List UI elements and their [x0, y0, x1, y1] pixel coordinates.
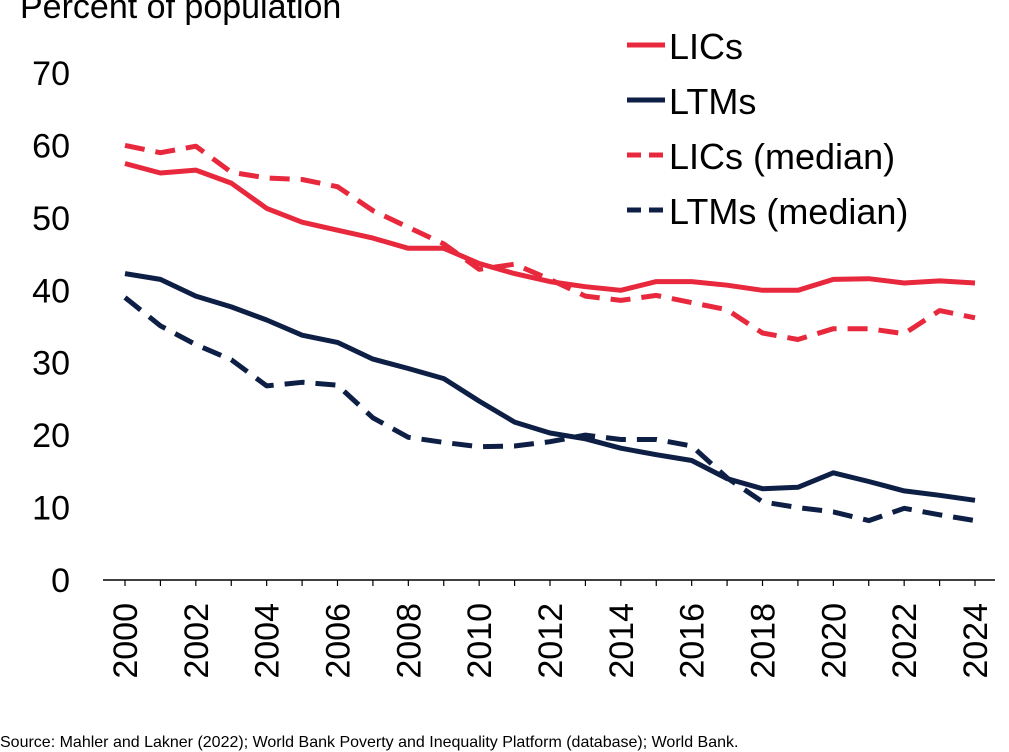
- legend-label-lics-median: LICs (median): [669, 136, 896, 177]
- legend-label-ltms: LTMs: [669, 81, 757, 122]
- series-lines: [123, 142, 976, 524]
- series-lics-line: [124, 161, 976, 293]
- x-tick-label: 2024: [957, 603, 995, 679]
- y-tick-label: 50: [32, 200, 70, 238]
- legend-label-lics: LICs: [669, 26, 744, 67]
- legend-swatch-lics: [627, 42, 665, 48]
- legend-label-ltms-median: LTMs (median): [669, 191, 909, 232]
- y-tick-label: 0: [51, 562, 70, 600]
- x-tick-label: 2000: [107, 603, 145, 679]
- legend-swatch-lics-median: [627, 152, 665, 158]
- y-tick-label: 60: [32, 127, 70, 165]
- x-tick-label: 2022: [886, 603, 924, 679]
- x-tick-label: 2018: [745, 603, 783, 679]
- x-axis: 2000 2002 2004 2006 2008 2010 2012 2014 2016 2018…: [107, 580, 995, 679]
- legend-swatch-ltms: [627, 97, 665, 103]
- x-tick-label: 2020: [815, 603, 853, 679]
- y-tick-label: 10: [32, 490, 70, 528]
- series-ltms-line: [124, 271, 976, 503]
- x-tick-label: 2012: [532, 603, 570, 679]
- y-axis: 0 10 20 30 40 50 60 70: [32, 55, 70, 600]
- legend-swatch-ltms-median: [627, 207, 665, 213]
- x-tick-label: 2004: [249, 603, 287, 679]
- series-lics-median-line: [124, 142, 976, 342]
- x-tick-label: 2006: [320, 603, 358, 679]
- x-tick-label: 2008: [390, 603, 428, 679]
- source-note: Source: Mahler and Lakner (2022); World …: [0, 734, 739, 751]
- x-tick-label: 2016: [674, 603, 712, 679]
- y-tick-label: 20: [32, 417, 70, 455]
- y-tick-label: 70: [32, 55, 70, 93]
- x-tick-label: 2014: [603, 603, 641, 679]
- x-tick-label: 2010: [461, 603, 499, 679]
- x-tick-label: 2002: [178, 603, 216, 679]
- y-tick-label: 30: [32, 345, 70, 383]
- y-axis-title: Percent of population: [20, 0, 342, 26]
- y-tick-label: 40: [32, 272, 70, 310]
- series-ltms-median-line: [123, 295, 976, 524]
